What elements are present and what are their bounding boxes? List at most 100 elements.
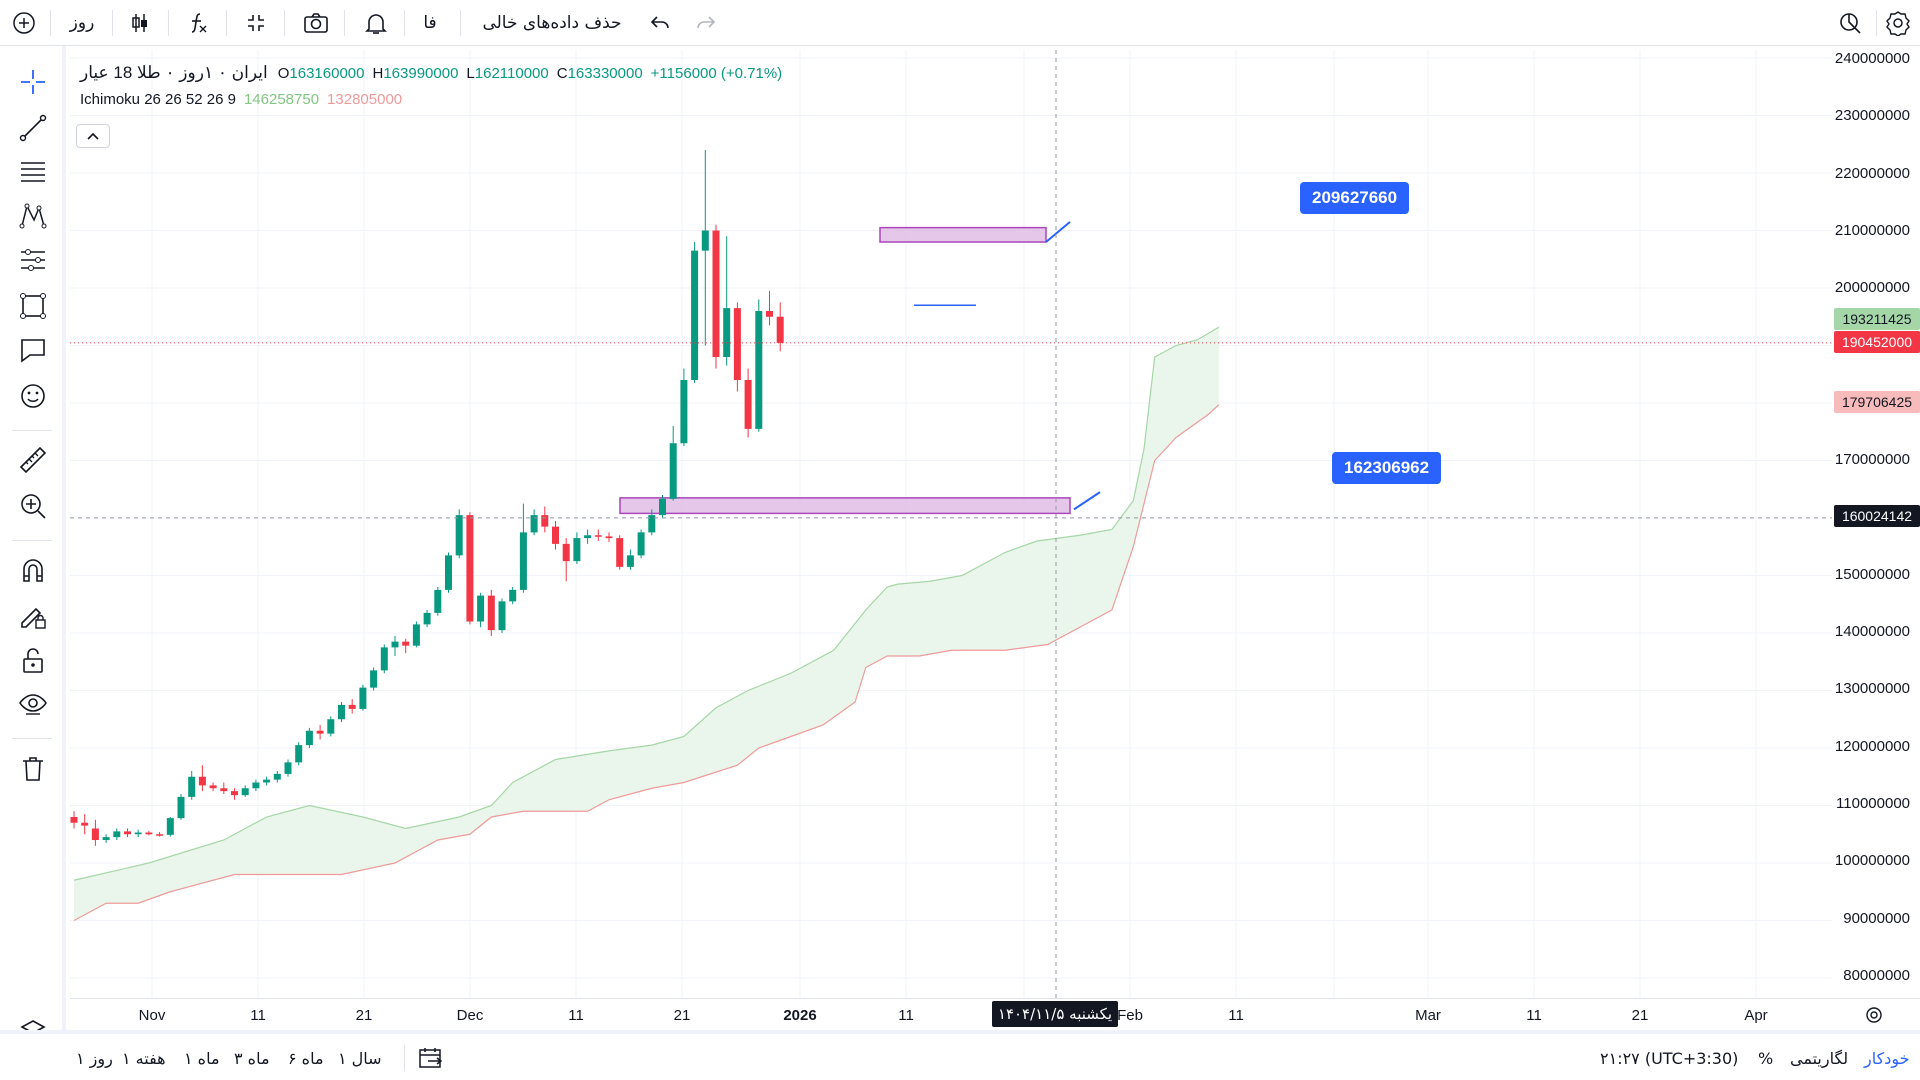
time-label: Dec <box>456 1007 484 1024</box>
legend-collapse-button[interactable] <box>76 124 110 148</box>
candle-body <box>412 624 420 646</box>
magnet-tool[interactable] <box>13 550 53 590</box>
auto-scale-toggle[interactable]: خودکار <box>1864 1048 1910 1068</box>
chart-canvas[interactable] <box>70 50 1832 998</box>
lower-zone-price-label[interactable]: 162306962 <box>1332 452 1442 484</box>
candle-body <box>573 538 581 562</box>
range-3m[interactable]: ماه ۳ <box>234 1048 270 1068</box>
crosshair-date-label: یکشنبه ۱۴۰۴/۱۱/۵ <box>992 1001 1118 1027</box>
range-1d[interactable]: روز ۱ <box>76 1048 113 1068</box>
candle-body <box>552 526 559 544</box>
camera-icon <box>304 13 328 33</box>
keep-drawing-tool[interactable] <box>13 596 53 636</box>
screenshot-button[interactable] <box>296 0 336 46</box>
candle-body <box>91 828 99 840</box>
lock-drawings-tool[interactable] <box>13 640 53 680</box>
time-label: 21 <box>1631 1007 1649 1024</box>
pencil-lock-icon <box>21 607 46 629</box>
change-value: +1156000 (+0.71%) <box>650 64 783 82</box>
candle-body <box>477 595 485 622</box>
chart-type-button[interactable] <box>120 0 160 46</box>
candle-body <box>295 745 303 763</box>
hide-empty-data-button[interactable]: حذف داده‌های خالی <box>482 13 622 33</box>
indicator-row[interactable]: Ichimoku 26 26 52 26 9 146258750 1328050… <box>80 86 790 112</box>
compare-button[interactable] <box>1830 0 1870 46</box>
shapes-tool[interactable] <box>13 286 53 326</box>
fib-tool[interactable] <box>13 152 53 192</box>
close-key: C <box>556 64 568 82</box>
rectangle-icon <box>20 293 46 319</box>
crosshair-tool[interactable] <box>13 62 53 102</box>
candle-body <box>669 443 677 499</box>
range-6m[interactable]: ماه ۶ <box>288 1048 324 1068</box>
trash-icon <box>23 757 43 781</box>
indicator-span-a: 146258750 <box>243 90 320 108</box>
emoji-tool[interactable] <box>13 376 53 416</box>
candle-body <box>755 311 763 429</box>
candle-body <box>348 704 356 709</box>
indicators-button[interactable] <box>178 0 218 46</box>
range-1y[interactable]: سال ۱ <box>338 1048 382 1068</box>
upper-zone-price-label[interactable]: 209627660 <box>1300 182 1410 214</box>
collapse-icon <box>248 15 264 31</box>
text-tool[interactable] <box>13 330 53 370</box>
open-value: 163160000 <box>289 64 365 82</box>
candle-body <box>284 762 292 774</box>
interval-button[interactable]: روز <box>69 13 95 33</box>
time-label: Nov <box>138 1007 166 1024</box>
remove-drawings-tool[interactable] <box>13 748 53 788</box>
price-axis[interactable]: 240000000 230000000 220000000 210000000 … <box>1832 50 1920 998</box>
hide-drawings-tool[interactable] <box>13 684 53 724</box>
candle-body <box>177 796 185 819</box>
chart-overlay <box>70 50 1832 998</box>
candle-body <box>723 308 731 357</box>
span-b-price-tag: 179706425 <box>1834 391 1920 413</box>
candle-body <box>744 380 752 429</box>
crosshair-icon <box>21 70 45 94</box>
timezone-button[interactable]: ۲۱:۲۷ (UTC+3:30) <box>1600 1048 1739 1068</box>
candle-body <box>733 308 741 380</box>
high-key: H <box>372 64 384 82</box>
go-to-date-button[interactable] <box>418 1038 444 1078</box>
language-button[interactable]: فا <box>423 13 437 33</box>
candlestick-series <box>70 150 784 846</box>
axis-settings-button[interactable] <box>1864 1005 1884 1029</box>
time-label: Mar <box>1415 1007 1441 1024</box>
alert-button[interactable] <box>356 0 396 46</box>
candle-body <box>81 822 89 826</box>
log-toggle[interactable]: لگاریتمی <box>1790 1048 1849 1068</box>
forecast-tool[interactable] <box>13 240 53 280</box>
range-1m[interactable]: ماه ۱ <box>184 1048 220 1068</box>
drawing-toolbar <box>0 46 66 1080</box>
support-zone <box>619 497 1071 515</box>
candle-body <box>648 515 656 533</box>
measure-tool[interactable] <box>13 440 53 480</box>
candle-body <box>166 818 174 835</box>
candle-body <box>455 515 463 556</box>
candle-body <box>327 719 335 734</box>
undo-button[interactable] <box>640 0 680 46</box>
unlock-icon <box>23 648 43 673</box>
pattern-tool[interactable] <box>13 196 53 236</box>
candle-body <box>541 515 549 527</box>
close-value: 163330000 <box>567 64 643 82</box>
candle-body <box>188 776 196 797</box>
candle-body <box>305 730 313 746</box>
price-label: 110000000 <box>1836 795 1910 812</box>
candle-body <box>198 776 206 786</box>
candle-body <box>680 380 688 444</box>
zoom-tool[interactable] <box>13 486 53 526</box>
candle-body <box>562 543 570 562</box>
settings-button[interactable] <box>1876 0 1920 46</box>
trendline-tool[interactable] <box>13 108 53 148</box>
range-1w[interactable]: هفته ۱ <box>122 1048 166 1068</box>
time-label: 11 <box>1228 1007 1244 1024</box>
redo-button[interactable] <box>686 0 726 46</box>
add-symbol-button[interactable] <box>4 0 44 46</box>
symbol-title[interactable]: ایران ۰ ۱روز ۰ طلا 18 عیار <box>80 63 268 82</box>
percent-toggle[interactable]: % <box>1758 1048 1774 1068</box>
fullscreen-button[interactable] <box>236 0 276 46</box>
last-price-tag: 190452000 <box>1834 331 1920 353</box>
price-label: 200000000 <box>1834 279 1910 296</box>
indicator-name[interactable]: Ichimoku 26 26 52 26 9 <box>80 90 236 108</box>
